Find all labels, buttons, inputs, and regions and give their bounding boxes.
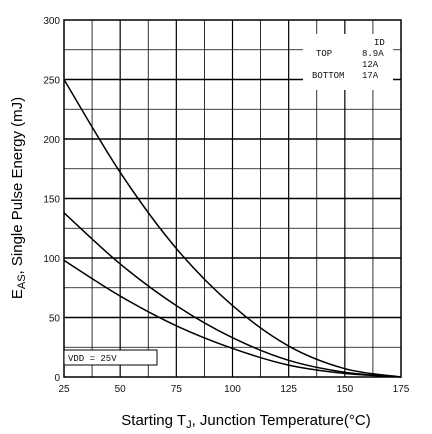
y-tick-label: 100 bbox=[43, 254, 60, 265]
legend-value-mid: 12A bbox=[362, 60, 379, 70]
x-tick-label: 175 bbox=[393, 384, 410, 395]
curves bbox=[63, 79, 402, 378]
x-tick-label: 75 bbox=[171, 384, 183, 395]
test-condition: VDD = 25V bbox=[63, 349, 158, 366]
y-tick-label: 150 bbox=[43, 195, 60, 206]
legend-value-top: 8.9A bbox=[362, 49, 384, 59]
legend-label-top: TOP bbox=[316, 49, 332, 59]
legend-background bbox=[303, 34, 393, 90]
x-tick-label: 50 bbox=[115, 384, 127, 395]
test-condition-label: VDD = 25V bbox=[68, 354, 117, 364]
x-tick-label: 25 bbox=[58, 384, 70, 395]
plot-frame bbox=[63, 19, 402, 378]
y-tick-label: 300 bbox=[43, 16, 60, 27]
y-axis-title: EAS, Single Pulse Energy (mJ) bbox=[9, 97, 28, 299]
x-axis-title: Starting TJ, Junction Temperature(°C) bbox=[121, 412, 370, 431]
y-tick-labels: 0 50 100 150 200 250 300 bbox=[43, 16, 60, 384]
y-tick-label: 250 bbox=[43, 76, 60, 87]
y-tick-label: 50 bbox=[49, 314, 61, 325]
x-tick-labels: 25 50 75 100 125 150 175 bbox=[58, 384, 409, 395]
x-tick-label: 125 bbox=[280, 384, 297, 395]
legend-value-bottom: 17A bbox=[362, 71, 379, 81]
legend-header: ID bbox=[374, 38, 385, 48]
x-tick-label: 150 bbox=[336, 384, 353, 395]
test-condition-box bbox=[63, 349, 158, 366]
energy-curve-2 bbox=[63, 212, 402, 378]
energy-curve-1 bbox=[63, 79, 402, 378]
y-tick-label: 0 bbox=[54, 373, 60, 384]
y-tick-label: 200 bbox=[43, 135, 60, 146]
legend: ID TOP 8.9A 12A BOTTOM 17A bbox=[303, 34, 393, 90]
x-tick-label: 100 bbox=[224, 384, 241, 395]
energy-curve-3 bbox=[63, 259, 402, 378]
legend-label-bottom: BOTTOM bbox=[312, 71, 344, 81]
